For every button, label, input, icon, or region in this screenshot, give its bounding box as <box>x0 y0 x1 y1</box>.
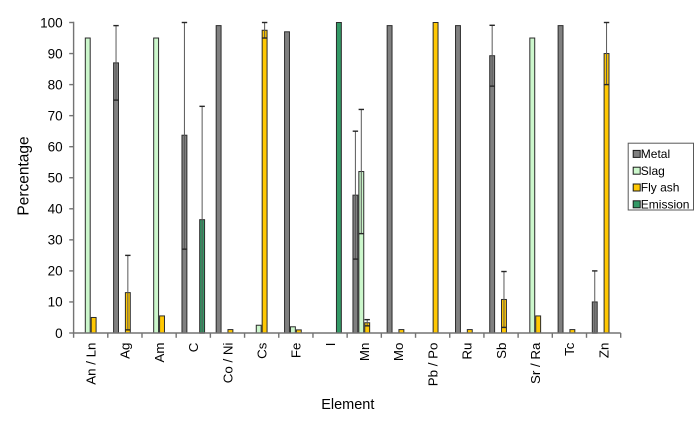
svg-text:Tc: Tc <box>562 342 577 356</box>
svg-text:40: 40 <box>48 202 63 217</box>
svg-text:100: 100 <box>40 15 63 30</box>
svg-text:Mn: Mn <box>357 343 372 361</box>
svg-text:An / Ln: An / Ln <box>84 343 99 385</box>
svg-text:Slag: Slag <box>641 164 665 178</box>
svg-text:Ru: Ru <box>460 343 475 360</box>
svg-text:30: 30 <box>48 233 63 248</box>
svg-text:60: 60 <box>48 139 63 154</box>
svg-text:Fly ash: Fly ash <box>641 181 680 195</box>
svg-text:Mo: Mo <box>391 343 406 361</box>
svg-text:Ag: Ag <box>118 343 133 359</box>
svg-text:10: 10 <box>48 295 63 310</box>
svg-text:Sb: Sb <box>494 343 509 359</box>
svg-text:0: 0 <box>55 326 63 341</box>
svg-text:50: 50 <box>48 171 63 186</box>
svg-text:Zn: Zn <box>596 343 611 359</box>
svg-text:20: 20 <box>48 264 63 279</box>
svg-text:Element: Element <box>321 397 374 413</box>
svg-text:Emission: Emission <box>641 198 690 212</box>
svg-text:Metal: Metal <box>641 147 670 161</box>
svg-text:90: 90 <box>48 46 63 61</box>
svg-text:Sr / Ra: Sr / Ra <box>528 342 543 384</box>
svg-text:Fe: Fe <box>289 343 304 359</box>
svg-text:Co / Ni: Co / Ni <box>220 343 235 384</box>
svg-text:Cs: Cs <box>254 342 269 359</box>
svg-text:80: 80 <box>48 77 63 92</box>
svg-text:Pb / Po: Pb / Po <box>425 343 440 387</box>
svg-text:I: I <box>323 343 338 347</box>
svg-text:Am: Am <box>152 343 167 363</box>
svg-text:C: C <box>186 342 201 352</box>
svg-text:Percentage: Percentage <box>16 136 33 215</box>
svg-text:70: 70 <box>48 108 63 123</box>
